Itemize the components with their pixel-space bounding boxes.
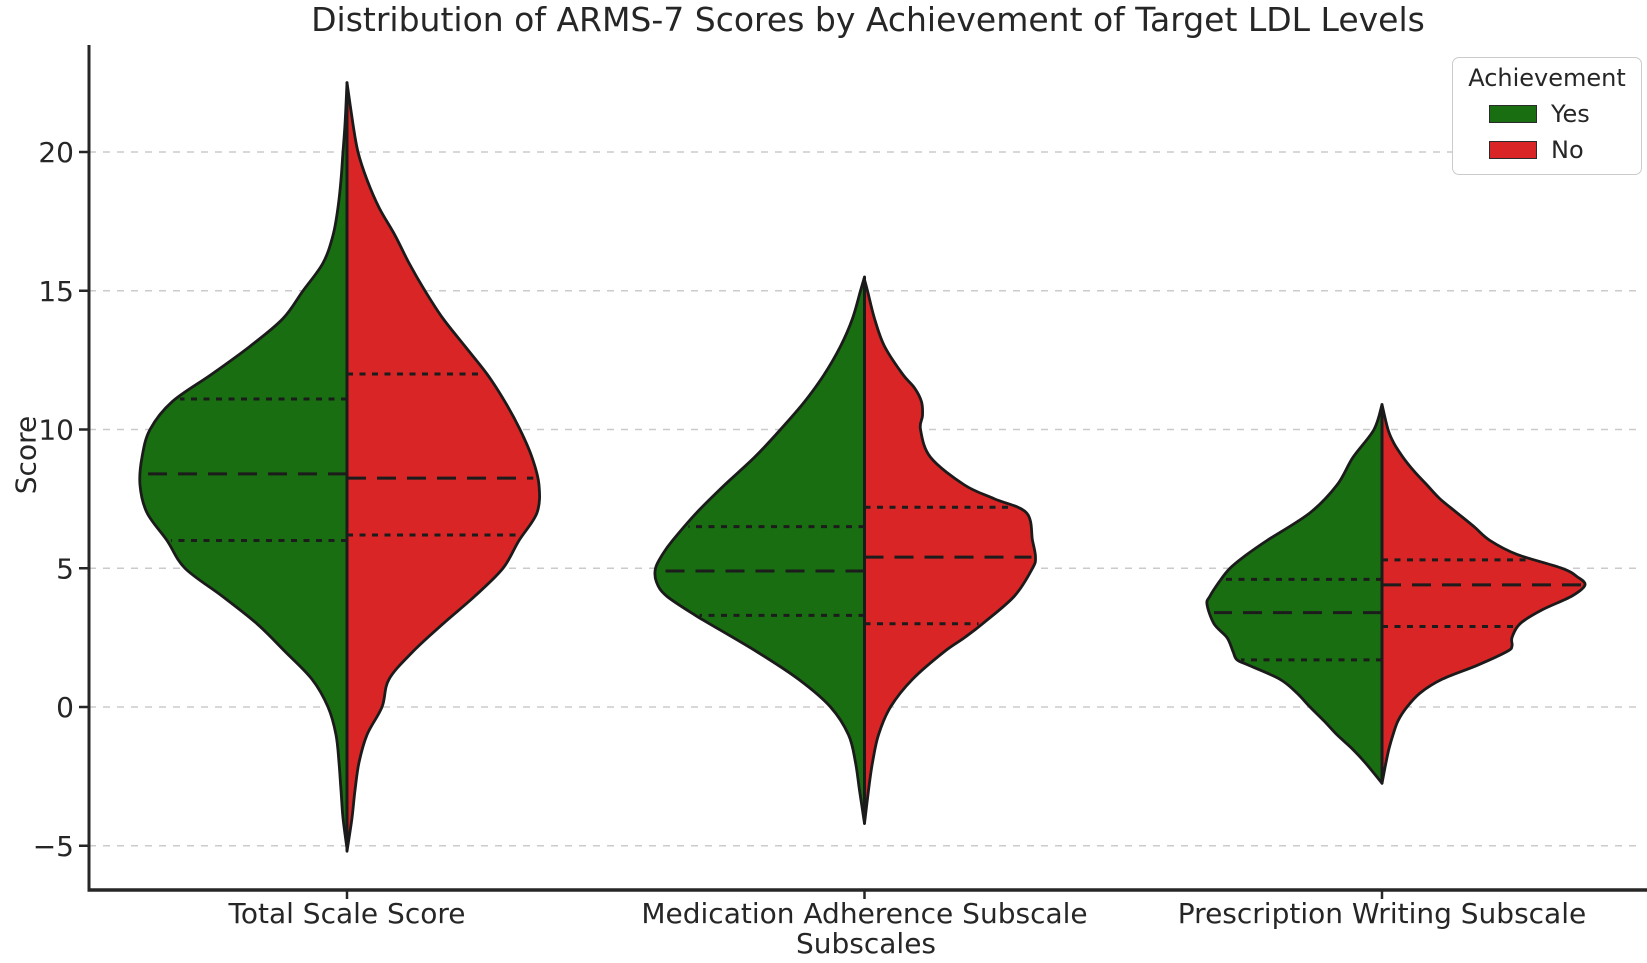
y-tick-label-0: 0 — [56, 691, 74, 724]
legend-swatch-no — [1489, 141, 1537, 159]
violin-half-no-1 — [345, 81, 541, 853]
y-tick-label-20: 20 — [38, 136, 74, 169]
legend: Achievement Yes No — [1452, 57, 1642, 175]
chart-title: Distribution of ARMS-7 Scores by Achieve… — [311, 0, 1425, 39]
violin-half-no-2 — [863, 278, 1037, 825]
violin-half-no-3 — [1380, 403, 1587, 785]
y-axis-label: Score — [9, 415, 43, 495]
legend-label-no: No — [1551, 136, 1584, 164]
violin-half-yes-1 — [138, 81, 349, 850]
violin-half-yes-3 — [1205, 403, 1384, 785]
y-tick-label--5: −5 — [33, 830, 74, 863]
legend-label-yes: Yes — [1551, 100, 1590, 128]
x-axis-label: Subscales — [795, 927, 937, 960]
y-tick-label-10: 10 — [38, 414, 74, 447]
legend-item-no: No — [1461, 136, 1633, 164]
legend-title: Achievement — [1468, 64, 1626, 92]
y-tick-label-15: 15 — [38, 275, 74, 308]
violin-half-yes-2 — [653, 275, 866, 825]
legend-item-yes: Yes — [1461, 100, 1633, 128]
x-tick-label-2: Medication Adherence Subscale — [641, 897, 1087, 930]
x-tick-label-3: Prescription Writing Subscale — [1178, 897, 1586, 930]
x-tick-label-1: Total Scale Score — [228, 897, 466, 930]
y-tick-label-5: 5 — [56, 552, 74, 585]
legend-swatch-yes — [1489, 105, 1537, 123]
